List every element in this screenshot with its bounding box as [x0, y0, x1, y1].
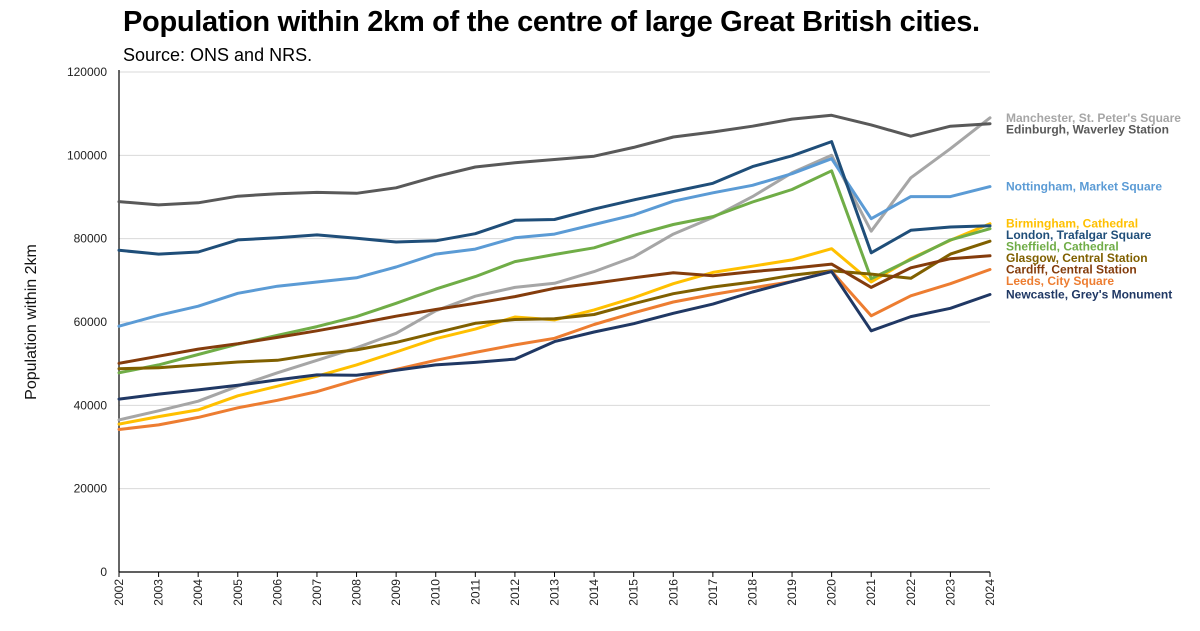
x-tick-label: 2011	[468, 579, 482, 605]
x-tick-label: 2013	[548, 579, 562, 606]
series-line	[117, 116, 992, 422]
legend-label: Sheffield, Cathedral	[1006, 240, 1119, 254]
legend-label: London, Trafalgar Square	[1006, 228, 1152, 242]
y-tick-label: 60000	[74, 315, 108, 329]
series-line	[117, 268, 992, 431]
x-tick-label: 2004	[191, 579, 205, 606]
y-tick-label: 100000	[67, 148, 107, 162]
x-tick-label: 2015	[627, 579, 641, 606]
legend-label: Leeds, City Square	[1006, 274, 1114, 288]
y-tick-label: 80000	[74, 232, 108, 246]
legend-label: Nottingham, Market Square	[1006, 180, 1162, 194]
x-tick-label: 2008	[350, 579, 364, 606]
x-tick-label: 2007	[310, 579, 324, 606]
legend-label: Manchester, St. Peter's Square	[1006, 111, 1181, 125]
x-tick-label: 2006	[270, 579, 284, 606]
x-tick-label: 2012	[508, 579, 522, 606]
x-tick-label: 2005	[231, 579, 245, 606]
series-line	[117, 239, 992, 371]
legend-label: Cardiff, Central Station	[1006, 263, 1137, 277]
x-tick-label: 2023	[943, 579, 957, 606]
x-tick-label: 2019	[785, 579, 799, 606]
x-tick-label: 2017	[706, 579, 720, 606]
y-tick-label: 120000	[67, 65, 107, 79]
y-tick-label: 40000	[74, 398, 108, 412]
x-tick-label: 2014	[587, 579, 601, 606]
x-tick-label: 2024	[983, 579, 997, 606]
x-tick-label: 2020	[825, 579, 839, 606]
x-tick-label: 2003	[152, 579, 166, 606]
x-tick-label: 2009	[389, 579, 403, 606]
x-tick-label: 2016	[666, 579, 680, 606]
x-tick-label: 2002	[112, 579, 126, 606]
legend-label: Birmingham, Cathedral	[1006, 217, 1138, 231]
chart-subtitle: Source: ONS and NRS.	[123, 45, 313, 65]
series-line	[117, 270, 992, 401]
x-tick-label: 2018	[745, 579, 759, 606]
series-line	[117, 254, 992, 365]
legend-label: Newcastle, Grey's Monument	[1006, 288, 1172, 302]
chart-title: Population within 2km of the centre of l…	[123, 6, 980, 38]
series-line	[117, 113, 992, 207]
legend-label: Edinburgh, Waverley Station	[1006, 122, 1169, 136]
x-tick-label: 2010	[429, 579, 443, 606]
y-tick-label: 20000	[74, 482, 108, 496]
legend-label: Glasgow, Central Station	[1006, 251, 1148, 265]
x-tick-label: 2022	[904, 579, 918, 606]
y-axis-label: Population within 2km	[23, 244, 40, 400]
y-tick-label: 0	[100, 565, 107, 579]
x-tick-label: 2021	[864, 579, 878, 606]
series-line	[117, 140, 992, 256]
